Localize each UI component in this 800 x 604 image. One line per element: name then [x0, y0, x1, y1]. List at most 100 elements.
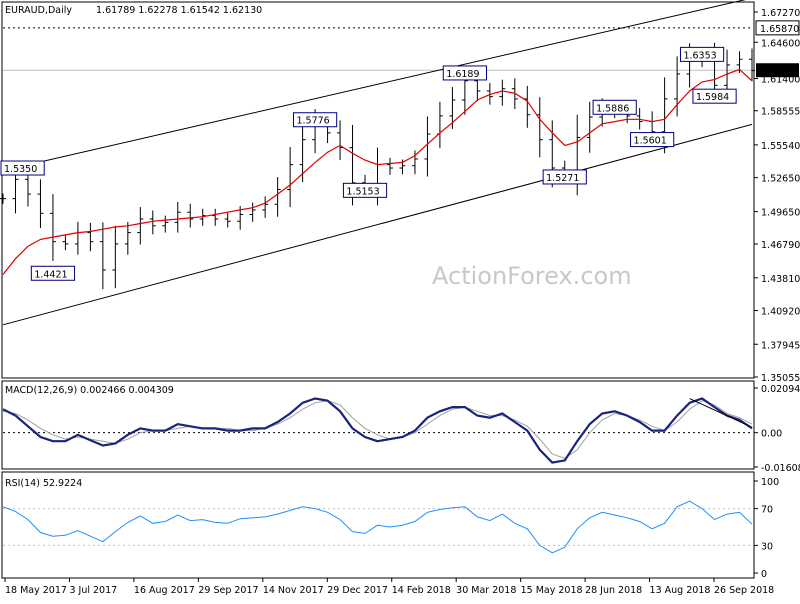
price-annotation: 1.5601 — [630, 132, 675, 148]
x-axis-tick-label: 15 May 2018 — [521, 585, 583, 596]
price-y-tick-label: 1.61400 — [761, 75, 800, 86]
price-annotation: 1.6189 — [442, 65, 487, 81]
price-annotation: 1.4421 — [30, 265, 76, 281]
price-y-tick-label: 1.46790 — [761, 240, 800, 251]
price-bar — [137, 207, 144, 245]
price-bar — [436, 101, 443, 149]
price-bar — [162, 215, 169, 233]
price-annotation-label: 1.4421 — [34, 269, 67, 280]
watermark: ActionForex.com — [432, 262, 632, 290]
price-annotation-box — [0, 160, 45, 176]
price-bar — [424, 116, 431, 177]
price-bar — [212, 208, 219, 226]
price-y-tick-label: 1.35055 — [761, 373, 800, 384]
rsi-y-tick-label: 70 — [761, 505, 773, 516]
price-bar — [174, 202, 181, 233]
price-panel-frame — [1, 1, 755, 379]
rsi-line — [2, 500, 753, 554]
price-bar — [337, 120, 344, 161]
price-bar — [99, 222, 106, 290]
price-bar — [112, 225, 119, 289]
price-annotation-box — [592, 99, 637, 115]
price-annotation-label: 1.5886 — [596, 103, 629, 114]
macd-y-tick-label: 0.00 — [761, 429, 782, 440]
rsi-y-tick-label: 0 — [761, 569, 767, 580]
macd-divergence-line — [689, 398, 753, 428]
price-bar — [586, 101, 593, 153]
price-annotation: 1.5350 — [0, 160, 45, 176]
price-bar — [124, 221, 131, 255]
price-y-tick-label: 1.52650 — [761, 174, 800, 185]
macd-signal-line — [2, 400, 753, 459]
price-bar — [199, 208, 206, 226]
price-annotation-box — [442, 65, 487, 81]
resistance-price-tag — [755, 20, 800, 36]
price-bar — [524, 85, 531, 128]
price-y-tick-label: 1.58555 — [761, 107, 800, 118]
macd-main-line — [2, 397, 753, 464]
price-y-tick-label: 1.40920 — [761, 307, 800, 318]
price-bar — [411, 150, 418, 175]
x-axis-tick-label: 13 Aug 2018 — [650, 585, 711, 596]
price-bar — [274, 177, 281, 217]
resistance-price-tag-label: 1.65870 — [760, 24, 799, 35]
price-annotation-label: 1.5601 — [634, 136, 667, 147]
x-axis-tick-label: 3 Jul 2017 — [69, 585, 117, 596]
price-bar — [224, 212, 231, 228]
price-bar — [37, 179, 44, 229]
price-annotation: 1.5984 — [692, 88, 737, 104]
price-annotation: 1.5153 — [342, 182, 388, 198]
price-bar — [287, 147, 294, 208]
price-annotation-box — [630, 132, 675, 148]
price-annotation-box — [30, 265, 76, 281]
price-bar — [87, 222, 94, 252]
price-annotation: 1.5271 — [542, 169, 587, 185]
rsi-title: RSI(14) 52.9224 — [5, 478, 82, 489]
price-annotation-box — [692, 88, 737, 104]
price-annotation-label: 1.6353 — [683, 50, 716, 61]
moving-average-line — [2, 68, 753, 275]
price-bar — [536, 97, 543, 158]
price-bar — [749, 48, 755, 82]
x-axis-tick-label: 29 Sep 2017 — [198, 585, 258, 596]
price-annotation-label: 1.5271 — [546, 173, 579, 184]
rsi-y-tick-label: 30 — [761, 541, 773, 552]
price-annotation: 1.5886 — [592, 99, 637, 115]
price-annotation-label: 1.5350 — [4, 164, 37, 175]
price-annotation-label: 1.5153 — [346, 186, 379, 197]
channel-lower-line — [2, 123, 753, 326]
x-axis-tick-label: 16 Aug 2017 — [134, 585, 195, 596]
price-annotation-label: 1.6189 — [446, 69, 479, 80]
price-bar — [74, 221, 81, 255]
price-bar — [49, 194, 56, 261]
price-layer: 1.4421 1.5776 1.5153 1.6189 1.5271 1.5886 1.56… — [0, 0, 755, 326]
price-bar — [674, 56, 681, 117]
price-bar — [262, 196, 269, 218]
price-bar — [62, 235, 69, 251]
rsi-y-tick-label: 100 — [761, 477, 779, 488]
price-annotation: 1.5776 — [292, 112, 338, 128]
price-y-tick-label: 1.37945 — [761, 340, 800, 351]
macd-layer — [2, 397, 753, 464]
x-axis-tick-label: 14 Nov 2017 — [263, 585, 324, 596]
macd-y-tick-label: -0.016081 — [761, 463, 800, 474]
price-bar — [499, 79, 506, 106]
x-axis-tick-label: 14 Feb 2018 — [392, 585, 451, 596]
price-annotation-box — [542, 169, 587, 185]
price-y-tick-label: 1.43810 — [761, 274, 800, 285]
price-y-tick-label: 1.64600 — [761, 38, 800, 49]
chart-header-symbol: EURAUD,Daily — [5, 5, 72, 16]
x-axis-tick-label: 18 May 2017 — [5, 585, 67, 596]
x-axis-tick-label: 28 Jun 2018 — [585, 585, 642, 596]
price-bar — [249, 202, 256, 222]
rsi-panel-frame — [1, 471, 755, 579]
x-axis-tick-label: 26 Sep 2018 — [714, 585, 774, 596]
price-annotation-label: 1.5984 — [696, 92, 729, 103]
price-bar — [299, 122, 306, 183]
price-annotation-box — [292, 112, 338, 128]
x-axis-tick-label: 30 Mar 2018 — [456, 585, 516, 596]
price-bar — [0, 193, 6, 204]
macd-title: MACD(12,26,9) 0.002466 0.004309 — [5, 385, 174, 396]
